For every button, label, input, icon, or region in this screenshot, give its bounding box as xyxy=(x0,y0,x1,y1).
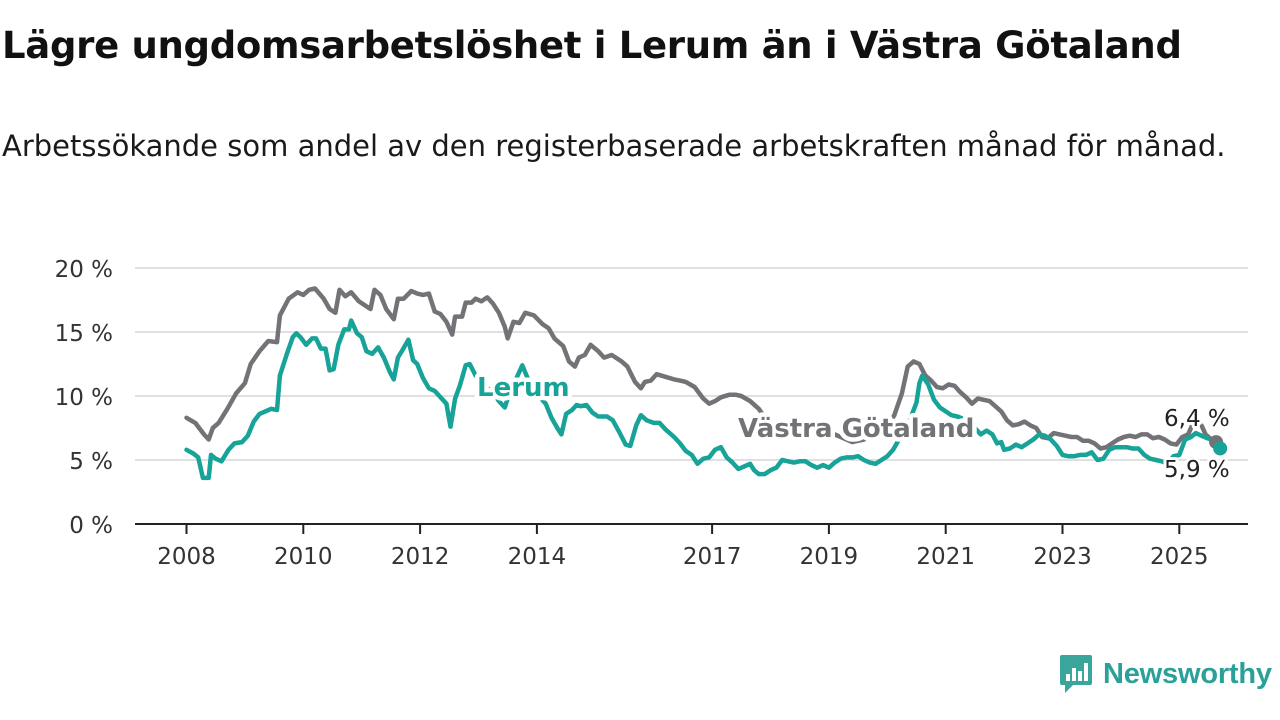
x-tick-label: 2008 xyxy=(157,544,216,570)
end-value-label: 5,9 % xyxy=(1164,457,1230,483)
brand-name: Newsworthy xyxy=(1103,657,1272,690)
y-axis-tick-labels: 0 % 5 % 10 % 15 % 20 % xyxy=(55,257,113,539)
y-tick-label: 10 % xyxy=(55,385,113,411)
x-tick-label: 2023 xyxy=(1033,544,1092,570)
y-tick-label: 5 % xyxy=(69,449,113,475)
x-tick-label: 2017 xyxy=(683,544,742,570)
gridlines xyxy=(135,267,1248,461)
chart-title: Lägre ungdomsarbetslöshet i Lerum än i V… xyxy=(2,24,1182,67)
x-tick-label: 2012 xyxy=(391,544,450,570)
chart-subtitle: Arbetssökande som andel av den registerb… xyxy=(2,129,1226,163)
y-tick-label: 20 % xyxy=(55,257,113,283)
newsworthy-brand: Newsworthy xyxy=(1059,654,1272,694)
x-tick-label: 2025 xyxy=(1150,544,1209,570)
series-labels: Västra Götaland Lerum 6,4 % 5,9 % xyxy=(473,369,1233,487)
end-value-label: 6,4 % xyxy=(1164,406,1230,432)
x-axis: 2008 2010 2012 2014 2017 2019 2021 2023 2025 xyxy=(135,523,1248,570)
bar-chart-logo-icon xyxy=(1060,655,1092,693)
y-tick-label: 15 % xyxy=(55,321,113,347)
series-name-label: Lerum xyxy=(477,373,570,403)
x-tick-label: 2021 xyxy=(916,544,975,570)
series-endpoint xyxy=(1213,441,1228,456)
series-lines xyxy=(184,286,1228,481)
x-tick-label: 2010 xyxy=(274,544,333,570)
series-line-lerum xyxy=(184,318,1223,481)
x-tick-label: 2019 xyxy=(800,544,859,570)
y-tick-label: 0 % xyxy=(69,513,113,539)
series-line-västra-götaland xyxy=(184,286,1219,451)
x-tick-label: 2014 xyxy=(508,544,567,570)
series-name-label: Västra Götaland xyxy=(738,414,974,444)
